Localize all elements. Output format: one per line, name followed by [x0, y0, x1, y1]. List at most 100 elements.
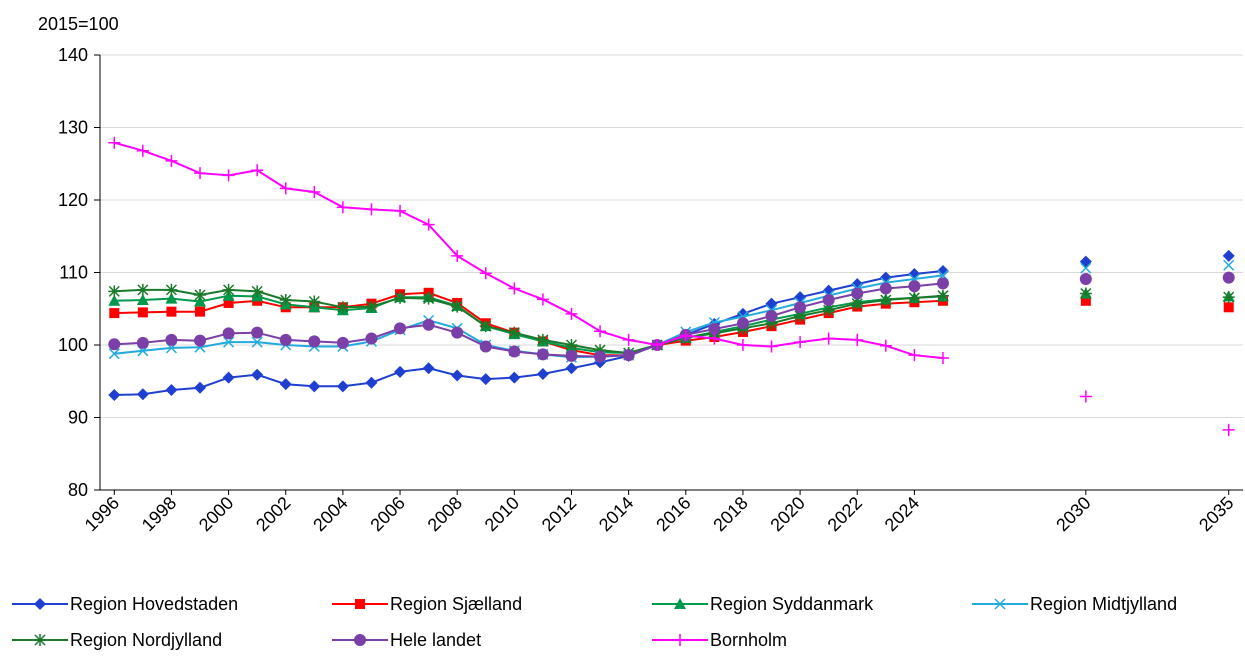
marker: [565, 339, 578, 351]
legend-label: Region Nordjylland: [70, 630, 222, 650]
marker: [136, 336, 149, 349]
marker: [822, 294, 835, 307]
series-line: [114, 143, 1228, 430]
x-tick-label: 2018: [709, 493, 751, 535]
legend-item: Region Syddanmark: [652, 594, 874, 614]
marker: [794, 336, 807, 349]
marker: [223, 336, 235, 348]
marker: [565, 362, 578, 375]
marker: [508, 371, 521, 384]
marker: [451, 326, 464, 339]
marker: [451, 300, 464, 313]
marker: [536, 293, 549, 306]
legend-item: Region Sjælland: [332, 594, 522, 614]
legend-item: Hele landet: [332, 630, 481, 650]
x-tick-label: 2035: [1195, 493, 1237, 535]
marker: [479, 320, 492, 333]
marker: [308, 335, 321, 348]
legend-marker: [674, 598, 686, 609]
y-axis-label: 2015=100: [38, 14, 119, 34]
marker: [136, 283, 149, 296]
marker: [136, 294, 149, 306]
marker: [109, 308, 120, 319]
marker: [251, 368, 264, 381]
marker: [908, 291, 921, 304]
marker: [794, 301, 807, 314]
marker: [1222, 249, 1235, 262]
marker: [108, 285, 121, 298]
marker: [108, 136, 121, 149]
marker: [222, 169, 235, 182]
marker: [1079, 287, 1092, 300]
marker: [165, 383, 178, 396]
marker: [879, 294, 892, 307]
marker: [1079, 390, 1092, 403]
series-line: [114, 256, 1228, 395]
marker: [194, 288, 207, 301]
marker: [451, 369, 464, 382]
marker: [336, 336, 349, 349]
y-tick-label: 80: [68, 480, 88, 500]
marker: [936, 352, 949, 365]
marker: [651, 339, 664, 351]
marker: [251, 164, 264, 177]
marker: [565, 349, 578, 362]
marker: [736, 339, 749, 351]
y-tick-label: 120: [58, 190, 88, 210]
marker: [422, 292, 435, 305]
marker: [194, 295, 207, 307]
marker: [622, 333, 635, 346]
marker: [422, 362, 435, 375]
marker: [508, 345, 521, 358]
marker: [1080, 262, 1092, 274]
marker: [422, 218, 435, 231]
x-tick-label: 2010: [481, 493, 523, 535]
marker: [765, 340, 778, 353]
marker: [222, 283, 235, 296]
marker: [108, 348, 120, 360]
y-tick-label: 140: [58, 45, 88, 65]
marker: [822, 332, 835, 345]
legend-label: Region Syddanmark: [710, 594, 874, 614]
marker: [594, 344, 607, 357]
marker: [565, 307, 578, 320]
x-tick-label: 2006: [366, 493, 408, 535]
marker: [1222, 291, 1235, 304]
marker: [108, 338, 121, 351]
marker: [279, 182, 292, 195]
legend-item: Region Midtjylland: [972, 594, 1177, 614]
marker: [908, 280, 921, 293]
marker: [851, 287, 864, 300]
marker: [879, 339, 892, 352]
marker: [195, 306, 206, 317]
marker: [708, 323, 721, 336]
marker: [223, 297, 234, 308]
x-tick-label: 2016: [652, 493, 694, 535]
legend-item: Region Nordjylland: [12, 630, 222, 650]
legend-marker: [354, 634, 366, 646]
x-tick-label: 2020: [766, 493, 808, 535]
x-tick-label: 2004: [309, 493, 351, 535]
x-tick-label: 2000: [195, 493, 237, 535]
marker: [765, 310, 778, 322]
marker: [765, 297, 778, 310]
marker: [336, 201, 349, 214]
marker: [279, 294, 292, 307]
marker: [365, 300, 378, 313]
x-tick-label: 2030: [1052, 493, 1094, 535]
legend-marker: [994, 598, 1006, 610]
legend-label: Hele landet: [390, 630, 481, 650]
marker: [251, 326, 264, 339]
marker: [394, 322, 407, 335]
legend-marker: [674, 634, 686, 646]
y-tick-label: 110: [59, 263, 88, 283]
marker: [365, 332, 378, 345]
marker: [822, 304, 835, 317]
x-tick-label: 2014: [595, 493, 637, 535]
legend-label: Region Sjælland: [390, 594, 522, 614]
marker: [394, 365, 407, 378]
marker: [851, 297, 864, 310]
x-tick-label: 2002: [252, 493, 294, 535]
series-line: [114, 293, 1228, 355]
